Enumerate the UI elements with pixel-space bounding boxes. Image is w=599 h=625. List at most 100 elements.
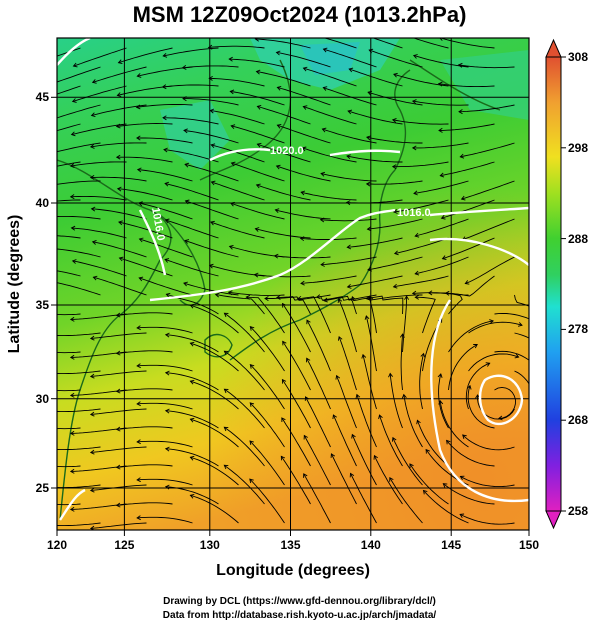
streamline bbox=[118, 221, 173, 239]
streamline bbox=[137, 364, 193, 372]
streamline-arrowhead bbox=[366, 226, 372, 232]
streamline bbox=[428, 292, 463, 315]
streamline-arrowhead bbox=[25, 499, 29, 503]
streamline-arrowhead bbox=[348, 67, 354, 73]
streamline-arrowhead bbox=[164, 218, 170, 224]
streamline-arrowhead bbox=[45, 184, 49, 188]
streamline bbox=[137, 440, 193, 448]
streamline bbox=[366, 180, 423, 185]
streamline bbox=[165, 372, 219, 391]
streamline bbox=[91, 208, 147, 220]
x-tick-label: 140 bbox=[361, 538, 381, 552]
streamline bbox=[415, 218, 469, 237]
streamline bbox=[249, 440, 285, 486]
streamline-arrowhead bbox=[365, 181, 371, 187]
streamline-arrowhead bbox=[389, 476, 394, 482]
streamline-arrowhead bbox=[517, 322, 523, 327]
streamline bbox=[211, 181, 265, 201]
streamline-arrowhead bbox=[321, 127, 327, 133]
streamline bbox=[320, 173, 377, 182]
streamline-arrowhead bbox=[25, 309, 29, 313]
streamline bbox=[351, 296, 377, 334]
streamline-arrowhead bbox=[462, 434, 467, 440]
isobar-label-1016-east: 1016.0 bbox=[397, 207, 431, 219]
streamline-arrowhead bbox=[303, 31, 307, 35]
streamline-arrowhead bbox=[351, 295, 356, 301]
streamline bbox=[224, 312, 265, 353]
colorbar-tick-label: 298 bbox=[568, 141, 588, 155]
streamline-arrowhead bbox=[210, 143, 216, 149]
streamline-arrowhead bbox=[69, 392, 75, 398]
streamline bbox=[57, 180, 101, 185]
streamline bbox=[249, 478, 285, 524]
streamline-arrowhead bbox=[183, 281, 188, 287]
streamline-arrowhead bbox=[282, 340, 287, 346]
streamline bbox=[136, 104, 193, 108]
colorbar-bottom-arrow bbox=[545, 510, 562, 530]
streamline-arrowhead bbox=[414, 270, 420, 276]
streamline bbox=[330, 453, 357, 505]
streamline-arrowhead bbox=[214, 292, 220, 298]
streamline-arrowhead bbox=[164, 446, 170, 452]
streamline-arrowhead bbox=[439, 38, 443, 41]
streamline bbox=[439, 400, 469, 448]
streamline-arrowhead bbox=[256, 104, 262, 110]
streamline bbox=[57, 282, 101, 296]
isobars bbox=[57, 38, 529, 521]
map-frame bbox=[56, 37, 530, 531]
streamline-arrowhead bbox=[249, 440, 254, 445]
wind-streamlines bbox=[25, 31, 529, 530]
streamline bbox=[57, 270, 81, 277]
streamline-arrowhead bbox=[47, 118, 51, 122]
streamline-arrowhead bbox=[388, 372, 393, 378]
streamline bbox=[356, 394, 377, 448]
streamline bbox=[57, 370, 101, 375]
streamline bbox=[182, 65, 239, 69]
streamline bbox=[332, 414, 357, 467]
streamline-arrowhead bbox=[458, 109, 463, 115]
streamline-arrowhead bbox=[281, 378, 287, 384]
streamline bbox=[57, 104, 101, 119]
streamline-arrowhead bbox=[332, 414, 337, 420]
streamline bbox=[347, 110, 403, 125]
streamline bbox=[211, 144, 265, 163]
streamline-arrowhead bbox=[473, 344, 478, 349]
streamline-arrowhead bbox=[189, 379, 195, 385]
streamline-arrowhead bbox=[223, 350, 229, 355]
streamline-arrowhead bbox=[136, 401, 141, 407]
streamline-arrowhead bbox=[319, 217, 325, 223]
streamline bbox=[165, 219, 219, 239]
streamline-arrowhead bbox=[116, 186, 122, 192]
streamline bbox=[57, 66, 101, 83]
streamline-arrowhead bbox=[460, 195, 466, 201]
streamline-arrowhead bbox=[320, 171, 326, 177]
streamline-arrowhead bbox=[45, 523, 49, 527]
streamline bbox=[402, 296, 408, 353]
streamline-arrowhead bbox=[89, 449, 95, 455]
streamline-arrowhead bbox=[223, 388, 229, 394]
streamline-arrowhead bbox=[116, 92, 122, 98]
streamline bbox=[280, 456, 311, 505]
streamline bbox=[362, 354, 377, 410]
streamline bbox=[57, 522, 101, 527]
streamline bbox=[90, 176, 147, 182]
streamline bbox=[366, 136, 423, 144]
streamline-arrowhead bbox=[89, 143, 95, 149]
streamline bbox=[389, 373, 403, 429]
streamline-arrowhead bbox=[437, 81, 443, 87]
streamline bbox=[281, 417, 311, 467]
streamline bbox=[163, 117, 219, 125]
streamline bbox=[57, 389, 81, 392]
streamline bbox=[137, 402, 193, 410]
x-tick-labels: 120 125 130 135 140 145 150 bbox=[47, 538, 539, 552]
streamline-arrowhead bbox=[303, 473, 308, 478]
streamline-arrowhead bbox=[437, 373, 443, 378]
streamline-arrowhead bbox=[136, 515, 141, 521]
streamline bbox=[297, 296, 331, 334]
streamline-arrowhead bbox=[485, 362, 491, 367]
streamline-arrowhead bbox=[92, 275, 98, 281]
streamline bbox=[265, 296, 311, 315]
streamline bbox=[185, 200, 239, 220]
streamline bbox=[494, 386, 516, 419]
streamline bbox=[347, 275, 403, 288]
